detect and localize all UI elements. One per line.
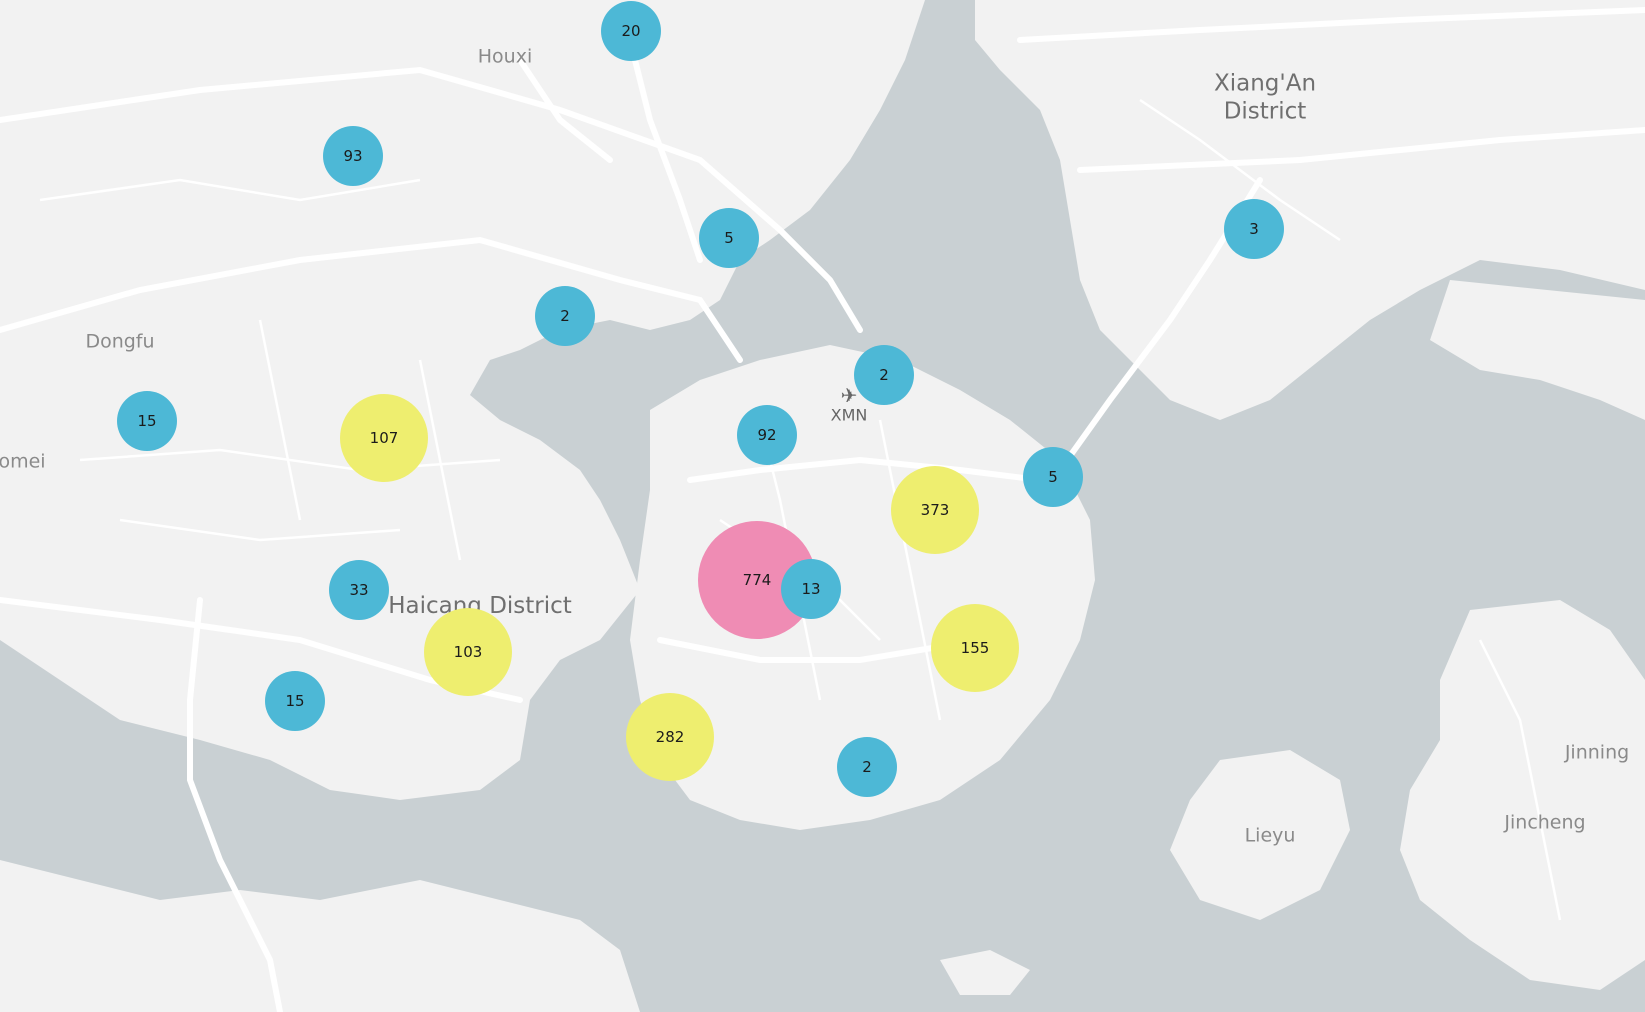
cluster-marker[interactable]: 2 [837, 737, 897, 797]
cluster-marker[interactable]: 20 [601, 1, 661, 61]
cluster-marker[interactable]: 155 [931, 604, 1019, 692]
place-label: omei [0, 450, 46, 473]
cluster-marker[interactable]: 107 [340, 394, 428, 482]
cluster-marker[interactable]: 93 [323, 126, 383, 186]
place-label: Dongfu [85, 330, 155, 353]
airport-code: XMN [830, 405, 868, 425]
airplane-icon: ✈ [840, 383, 858, 408]
cluster-marker[interactable]: 282 [626, 693, 714, 781]
cluster-marker[interactable]: 15 [265, 671, 325, 731]
cluster-marker[interactable]: 373 [891, 466, 979, 554]
land-xiamen-island [630, 345, 1095, 830]
place-label: Xiang'An District [1213, 70, 1317, 124]
cluster-marker[interactable]: 15 [117, 391, 177, 451]
land-southwest [0, 860, 640, 1012]
cluster-marker[interactable]: 13 [781, 559, 841, 619]
cluster-marker[interactable]: 2 [854, 345, 914, 405]
cluster-marker[interactable]: 3 [1224, 199, 1284, 259]
land-mainland [0, 0, 925, 800]
cluster-marker[interactable]: 5 [699, 208, 759, 268]
place-label: Jinning [1564, 741, 1630, 764]
cluster-marker[interactable]: 5 [1023, 447, 1083, 507]
cluster-marker[interactable]: 33 [329, 560, 389, 620]
place-label: Houxi [477, 45, 533, 68]
land-kinmen [1400, 600, 1645, 990]
place-label: Lieyu [1244, 824, 1296, 847]
cluster-marker[interactable]: 2 [535, 286, 595, 346]
airport-marker: ✈ XMN [831, 386, 868, 425]
cluster-marker[interactable]: 103 [424, 608, 512, 696]
land-east-peninsula [1430, 280, 1645, 420]
place-label: Jincheng [1504, 811, 1586, 834]
land-lieyu [1170, 750, 1350, 920]
land-east [975, 0, 1645, 420]
land-south-islet [940, 950, 1030, 995]
cluster-marker[interactable]: 92 [737, 405, 797, 465]
